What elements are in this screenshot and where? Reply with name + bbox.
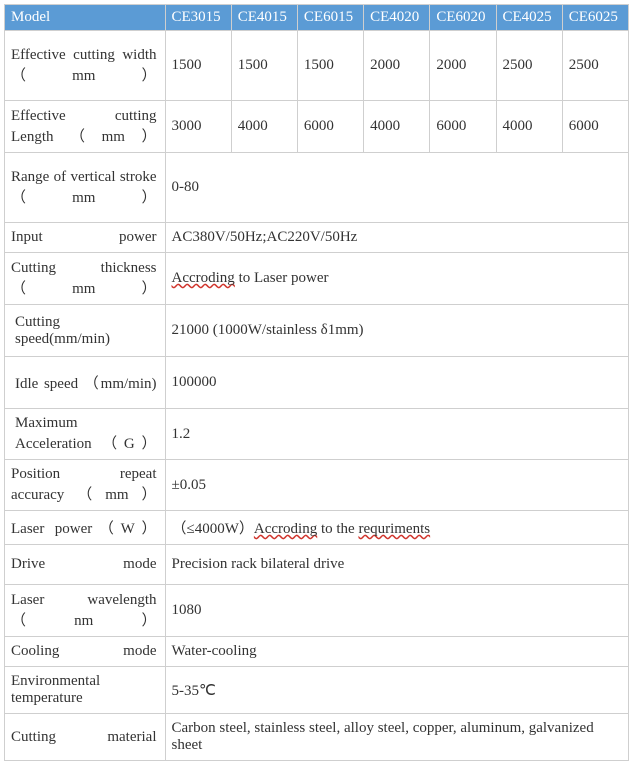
cell: 6000 [430, 101, 496, 153]
label-wavelength: Laser wavelength（nm） [5, 585, 166, 637]
label-cutting-speed: Cutting speed(mm/min) [5, 305, 166, 357]
label-env-temp: Environmental temperature [5, 667, 166, 714]
val-material: Carbon steel, stainless steel, alloy ste… [165, 714, 629, 761]
row-cutting-width: Effective cutting width（mm） 1500 1500 15… [5, 31, 629, 101]
col-ce6025: CE6025 [562, 5, 628, 31]
label-material: Cutting material [5, 714, 166, 761]
label-input-power: Input power [5, 223, 166, 253]
row-env-temp: Environmental temperature 5-35℃ [5, 667, 629, 714]
val-pos-repeat: ±0.05 [165, 460, 629, 511]
row-cutting-speed: Cutting speed(mm/min) 21000 (1000W/stain… [5, 305, 629, 357]
col-ce3015: CE3015 [165, 5, 231, 31]
row-max-accel: Maximum Acceleration （G） 1.2 [5, 409, 629, 460]
label-cooling: Cooling mode [5, 637, 166, 667]
col-ce6015: CE6015 [297, 5, 363, 31]
col-ce4020: CE4020 [364, 5, 430, 31]
spellerr-text: Accroding [172, 270, 235, 286]
cell: 1500 [231, 31, 297, 101]
cell: 2000 [430, 31, 496, 101]
spellerr-text: Accroding [254, 521, 317, 537]
col-ce6020: CE6020 [430, 5, 496, 31]
val-cutting-thickness: Accroding to Laser power [165, 253, 629, 305]
row-pos-repeat: Position repeat accuracy（mm） ±0.05 [5, 460, 629, 511]
spec-table: Model CE3015 CE4015 CE6015 CE4020 CE6020… [4, 4, 629, 761]
val-cooling: Water-cooling [165, 637, 629, 667]
col-ce4025: CE4025 [496, 5, 562, 31]
val-max-accel: 1.2 [165, 409, 629, 460]
label-vertical-stroke: Range of vertical stroke（mm） [5, 153, 166, 223]
cell: 1500 [165, 31, 231, 101]
col-model: Model [5, 5, 166, 31]
row-laser-power: Laser power（W） （≤4000W）Accroding to the … [5, 511, 629, 545]
val-wavelength: 1080 [165, 585, 629, 637]
val-cutting-speed: 21000 (1000W/stainless δ1mm) [165, 305, 629, 357]
cell: 4000 [364, 101, 430, 153]
row-cutting-length: Effective cutting Length（mm） 3000 4000 6… [5, 101, 629, 153]
row-wavelength: Laser wavelength（nm） 1080 [5, 585, 629, 637]
cell: 1500 [297, 31, 363, 101]
label-laser-power: Laser power（W） [5, 511, 166, 545]
label-cutting-width: Effective cutting width（mm） [5, 31, 166, 101]
row-drive-mode: Drive mode Precision rack bilateral driv… [5, 545, 629, 585]
cell: 3000 [165, 101, 231, 153]
val-env-temp: 5-35℃ [165, 667, 629, 714]
row-cutting-thickness: Cutting thickness（mm） Accroding to Laser… [5, 253, 629, 305]
spellerr-text: requriments [358, 521, 430, 537]
row-cooling: Cooling mode Water-cooling [5, 637, 629, 667]
row-input-power: Input power AC380V/50Hz;AC220V/50Hz [5, 223, 629, 253]
cell: 2000 [364, 31, 430, 101]
plain-text: to the [317, 521, 358, 537]
val-idle-speed: 100000 [165, 357, 629, 409]
label-pos-repeat: Position repeat accuracy（mm） [5, 460, 166, 511]
header-row: Model CE3015 CE4015 CE6015 CE4020 CE6020… [5, 5, 629, 31]
plain-text: to Laser power [235, 270, 329, 286]
cell: 6000 [297, 101, 363, 153]
label-drive-mode: Drive mode [5, 545, 166, 585]
col-ce4015: CE4015 [231, 5, 297, 31]
val-input-power: AC380V/50Hz;AC220V/50Hz [165, 223, 629, 253]
val-vertical-stroke: 0-80 [165, 153, 629, 223]
plain-text: （≤4000W） [172, 521, 254, 537]
row-material: Cutting material Carbon steel, stainless… [5, 714, 629, 761]
cell: 4000 [231, 101, 297, 153]
val-drive-mode: Precision rack bilateral drive [165, 545, 629, 585]
cell: 2500 [562, 31, 628, 101]
row-vertical-stroke: Range of vertical stroke（mm） 0-80 [5, 153, 629, 223]
val-laser-power: （≤4000W）Accroding to the requriments [165, 511, 629, 545]
cell: 2500 [496, 31, 562, 101]
label-idle-speed: Idle speed （mm/min) [5, 357, 166, 409]
cell: 4000 [496, 101, 562, 153]
row-idle-speed: Idle speed （mm/min) 100000 [5, 357, 629, 409]
label-cutting-length: Effective cutting Length（mm） [5, 101, 166, 153]
cell: 6000 [562, 101, 628, 153]
label-max-accel: Maximum Acceleration （G） [5, 409, 166, 460]
label-cutting-thickness: Cutting thickness（mm） [5, 253, 166, 305]
